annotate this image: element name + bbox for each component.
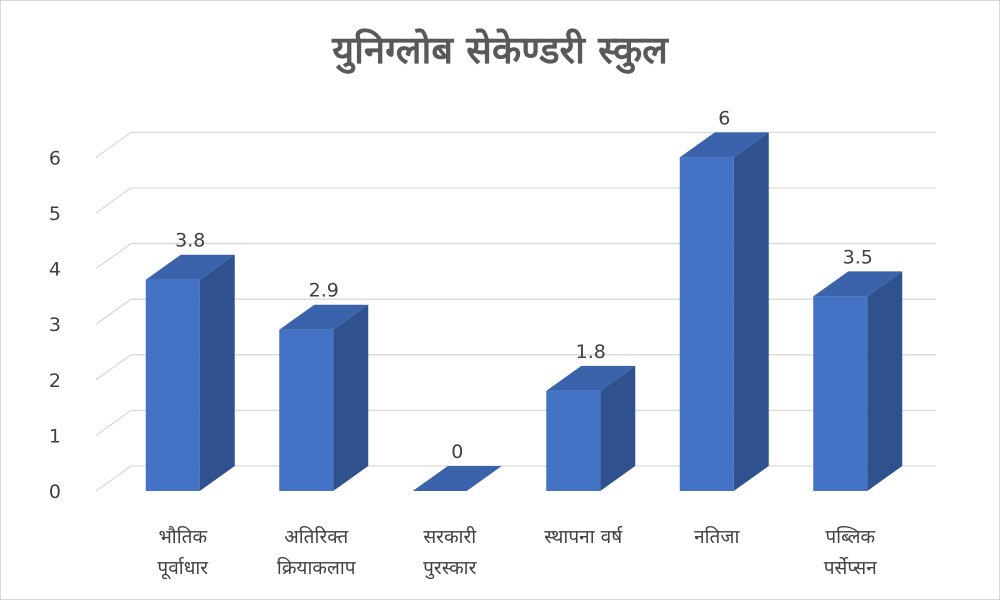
- category-label-line: पूर्वाधार: [157, 556, 209, 580]
- category-label-line: अतिरिक्त: [284, 525, 349, 548]
- data-label: 0: [451, 441, 463, 463]
- category-labels: भौतिक पूर्वाधार अतिरिक्त क्रियाकलाप सरकारी पु…: [157, 525, 877, 580]
- category-label: नतिजा: [694, 525, 740, 548]
- y-tick-label: 3: [49, 314, 61, 336]
- gridline: [95, 354, 936, 381]
- bar-top: [145, 254, 235, 280]
- gridline: [95, 187, 936, 214]
- bar: [813, 271, 903, 491]
- category-label-line: पुरस्कार: [423, 557, 477, 580]
- bar: [279, 304, 369, 491]
- category-label-line: पब्लिक: [825, 525, 875, 548]
- bar-top: [546, 365, 636, 391]
- data-label: 1.8: [576, 341, 606, 363]
- y-tick-label: 0: [49, 481, 61, 503]
- bar-top: [412, 466, 502, 491]
- category-label: पब्लिक पर्सेप्सन: [824, 525, 877, 579]
- bar-front: [679, 157, 734, 491]
- bar-front: [813, 296, 868, 491]
- bar: [412, 466, 502, 491]
- grid-layer: [95, 131, 936, 492]
- data-label: 6: [718, 107, 730, 129]
- category-label-line: क्रियाकलाप: [277, 556, 357, 579]
- bar-front: [145, 279, 200, 491]
- gridline: [95, 298, 936, 325]
- bar: [679, 132, 769, 491]
- y-axis-ticks: 0 1 2 3 4 5 6: [49, 147, 61, 503]
- category-label-line: पर्सेप्सन: [824, 556, 877, 579]
- category-label-line: भौतिक: [158, 525, 207, 548]
- data-label: 3.8: [175, 230, 205, 252]
- bar-top: [679, 132, 769, 158]
- data-labels: 3.8 2.9 0 1.8 6 3.5: [175, 107, 873, 463]
- gridline: [95, 409, 936, 436]
- category-label: अतिरिक्त क्रियाकलाप: [277, 525, 357, 579]
- bar-top: [813, 271, 903, 297]
- bar-front: [279, 329, 334, 491]
- bar-side: [733, 132, 769, 491]
- y-tick-label: 5: [49, 203, 61, 225]
- bar: [546, 365, 636, 491]
- y-tick-label: 6: [49, 147, 61, 169]
- category-label: सरकारी पुरस्कार: [423, 525, 477, 580]
- bar-side: [867, 271, 903, 491]
- category-label-line: सरकारी: [423, 525, 477, 548]
- gridline: [95, 465, 936, 492]
- bar-side: [600, 365, 636, 491]
- data-label: 2.9: [309, 280, 339, 302]
- gridline: [95, 131, 936, 158]
- y-tick-label: 2: [49, 370, 61, 392]
- bar-top: [279, 304, 369, 330]
- bars: [145, 132, 903, 491]
- y-tick-label: 4: [49, 259, 61, 281]
- data-label: 3.5: [843, 246, 873, 268]
- y-tick-label: 1: [49, 425, 61, 447]
- chart-title: युनिग्लोब सेकेण्डरी स्कुल: [331, 28, 669, 74]
- bar-side: [333, 304, 369, 491]
- gridline: [95, 242, 936, 270]
- bar-side: [199, 254, 235, 491]
- category-label-line: नतिजा: [694, 525, 740, 548]
- category-label: भौतिक पूर्वाधार: [157, 525, 209, 580]
- category-label: स्थापना वर्ष: [544, 525, 623, 548]
- category-label-line: स्थापना वर्ष: [544, 525, 623, 548]
- bar-front: [546, 390, 601, 491]
- bar: [145, 254, 235, 491]
